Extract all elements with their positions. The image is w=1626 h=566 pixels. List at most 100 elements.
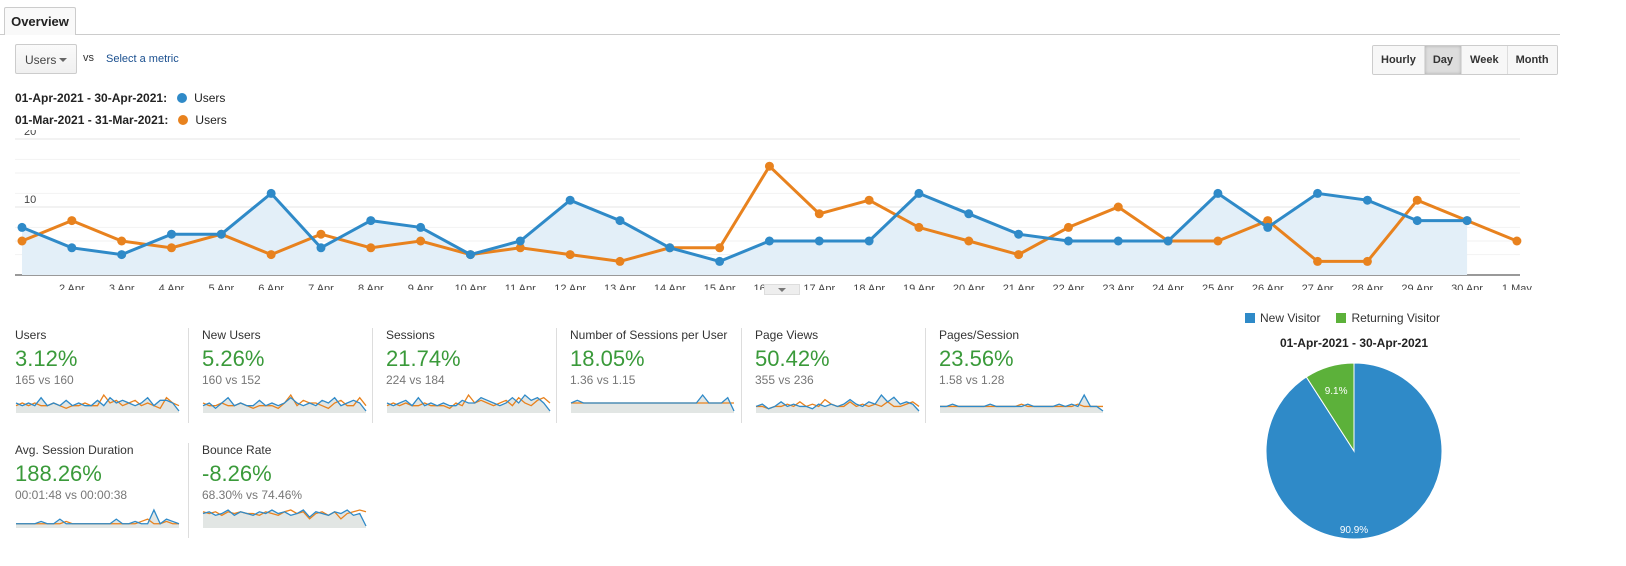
legend-previous: 01-Mar-2021 - 31-Mar-2021: Users xyxy=(15,113,227,127)
legend-label: New Visitor xyxy=(1260,311,1321,325)
metric-change: 3.12% xyxy=(15,346,78,371)
sparkline-area xyxy=(756,395,919,413)
x-tick-label: 6 Apr xyxy=(258,283,284,290)
sparkline xyxy=(755,393,920,413)
metric-comparison: 00:01:48 vs 00:00:38 xyxy=(15,488,128,502)
data-point xyxy=(1263,216,1273,226)
visitor-pie-chart: 90.9% 9.1% xyxy=(1265,362,1443,540)
metric-dropdown[interactable]: Users xyxy=(15,44,77,74)
data-point xyxy=(366,216,376,226)
data-point xyxy=(665,243,675,253)
data-point xyxy=(1063,236,1073,246)
sparkline-current xyxy=(202,396,367,412)
legend-current: 01-Apr-2021 - 30-Apr-2021: Users xyxy=(15,91,225,105)
sparkline-area xyxy=(203,397,366,413)
granularity-buttons: Hourly Day Week Month xyxy=(1372,45,1558,75)
data-point xyxy=(17,222,27,232)
data-point xyxy=(615,216,625,226)
month-button[interactable]: Month xyxy=(1506,46,1557,74)
legend-new-visitor: New Visitor xyxy=(1245,311,1320,325)
data-point xyxy=(1014,250,1024,260)
metric-card[interactable]: Page Views 50.42% 355 vs 236 xyxy=(741,328,927,423)
sparkline-area xyxy=(940,395,1103,413)
data-point xyxy=(1412,195,1422,205)
sparkline-current xyxy=(386,394,551,412)
week-button[interactable]: Week xyxy=(1461,46,1507,74)
data-point xyxy=(1362,195,1372,205)
data-point xyxy=(1014,229,1024,239)
tab-overview[interactable]: Overview xyxy=(4,7,76,35)
x-tick-label: 25 Apr xyxy=(1202,283,1234,290)
data-point xyxy=(1313,188,1323,198)
data-point xyxy=(1063,222,1073,232)
data-point xyxy=(67,216,77,226)
pie-legend: New Visitor Returning Visitor xyxy=(1245,311,1440,325)
metric-card[interactable]: Users 3.12% 165 vs 160 xyxy=(15,328,187,423)
legend-metric: Users xyxy=(195,113,227,127)
data-point xyxy=(266,250,276,260)
series-area xyxy=(22,193,1468,275)
vs-label: vs xyxy=(83,52,94,64)
legend-square-icon xyxy=(1336,313,1347,323)
legend-returning-visitor: Returning Visitor xyxy=(1336,311,1440,325)
metric-card[interactable]: Avg. Session Duration 188.26% 00:01:48 v… xyxy=(15,443,187,538)
x-tick-label: 28 Apr xyxy=(1352,283,1384,290)
sparkline-previous xyxy=(15,393,180,410)
x-tick-label: 21 Apr xyxy=(1003,283,1035,290)
data-point xyxy=(715,243,725,253)
data-point xyxy=(814,236,824,246)
pie-data-label: 9.1% xyxy=(1325,386,1348,397)
x-tick-label: 30 Apr xyxy=(1451,283,1483,290)
metric-name: Avg. Session Duration xyxy=(15,443,134,457)
metric-card[interactable]: Bounce Rate -8.26% 68.30% vs 74.46% xyxy=(188,443,374,538)
metric-change: 18.05% xyxy=(570,346,645,371)
y-tick-label: 10 xyxy=(24,194,36,206)
data-point xyxy=(565,195,575,205)
data-point xyxy=(465,250,475,260)
legend-metric: Users xyxy=(194,91,226,105)
legend-square-icon xyxy=(1245,313,1255,323)
x-tick-label: 3 Apr xyxy=(109,283,135,290)
metric-card[interactable]: Sessions 21.74% 224 vs 184 xyxy=(372,328,558,423)
metric-card[interactable]: Number of Sessions per User 18.05% 1.36 … xyxy=(556,328,742,423)
data-point xyxy=(1163,236,1173,246)
data-point xyxy=(515,236,525,246)
day-button[interactable]: Day xyxy=(1423,46,1462,74)
metric-card[interactable]: Pages/Session 23.56% 1.58 vs 1.28 xyxy=(925,328,1111,423)
chart-collapse-handle[interactable] xyxy=(764,284,800,295)
select-metric-link[interactable]: Select a metric xyxy=(106,53,179,65)
data-point xyxy=(864,195,874,205)
sparkline xyxy=(570,393,735,413)
data-point xyxy=(416,222,426,232)
data-point xyxy=(864,236,874,246)
metric-name: Users xyxy=(15,328,47,342)
metric-name: Pages/Session xyxy=(939,328,1020,342)
metric-change: 5.26% xyxy=(202,346,265,371)
sparkline-previous xyxy=(386,393,551,410)
data-point xyxy=(1113,202,1123,212)
metric-name: Page Views xyxy=(755,328,819,342)
data-point xyxy=(216,229,226,239)
data-point xyxy=(914,188,924,198)
metric-change: 50.42% xyxy=(755,346,830,371)
data-point xyxy=(366,243,376,253)
metric-change: 21.74% xyxy=(386,346,461,371)
x-tick-label: 14 Apr xyxy=(654,283,686,290)
legend-label: Returning Visitor xyxy=(1351,311,1440,325)
x-tick-label: 12 Apr xyxy=(554,283,586,290)
chevron-down-icon xyxy=(59,58,67,62)
legend-dot-icon xyxy=(177,93,188,103)
metric-card[interactable]: New Users 5.26% 160 vs 152 xyxy=(188,328,374,423)
metric-change: -8.26% xyxy=(202,461,272,486)
data-point xyxy=(316,229,326,239)
data-point xyxy=(964,236,974,246)
sparkline xyxy=(202,509,367,528)
metric-name: Number of Sessions per User xyxy=(570,328,728,342)
x-tick-label: 22 Apr xyxy=(1053,283,1085,290)
x-tick-label: 26 Apr xyxy=(1252,283,1284,290)
metric-comparison: 160 vs 152 xyxy=(202,373,261,387)
x-tick-label: 27 Apr xyxy=(1302,283,1334,290)
hourly-button[interactable]: Hourly xyxy=(1373,46,1424,74)
metric-dropdown-value: Users xyxy=(25,53,57,67)
data-point xyxy=(715,256,725,266)
